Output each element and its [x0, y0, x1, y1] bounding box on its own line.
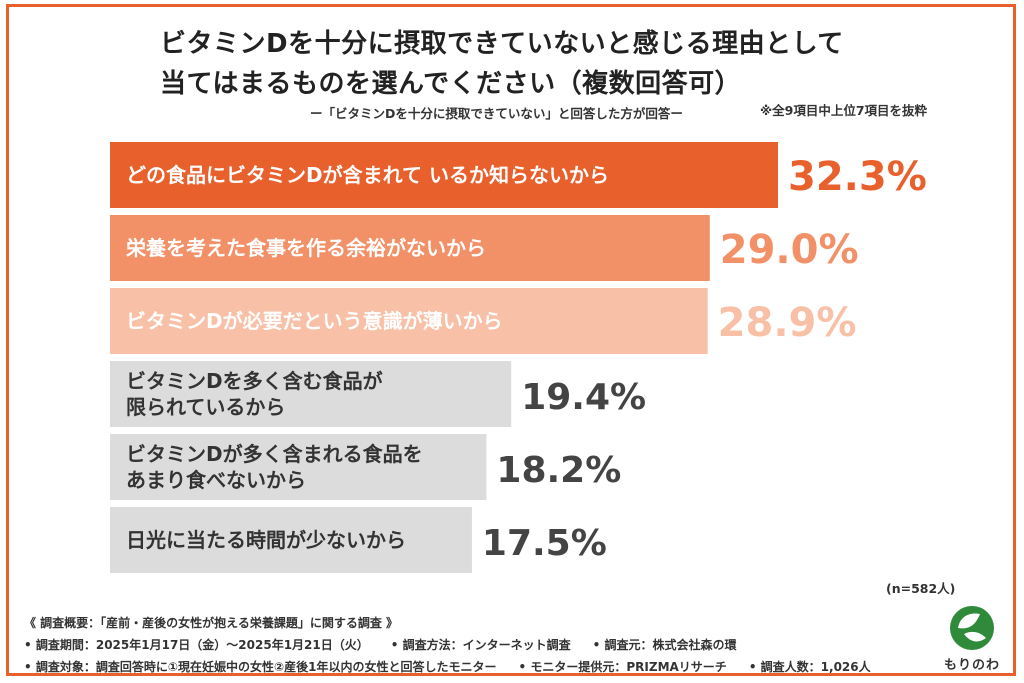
sample-size-label: (n=582人): [886, 581, 956, 596]
chart-title: ビタミンDを十分に摂取できていないと感じる理由として 当てはまるものを選んでくだ…: [160, 24, 880, 104]
footer-row-target: • 調査対象：調査回答時に①現在妊娠中の女性②産後1年以内の女性と回答したモニタ…: [24, 656, 924, 678]
bar-label-5: ビタミンDが多く含まれる食品をあまり食べないから: [126, 442, 423, 492]
leaf-circle-icon: [950, 606, 994, 650]
survey-footer: 《 調査概要：「産前・産後の女性が抱える栄養課題」に関する調査 》 • 調査期間…: [24, 612, 924, 678]
bar-6: [110, 507, 472, 573]
bar-label-6: 日光に当たる時間が少ないから: [126, 528, 406, 552]
brand-logo: もりのわ: [940, 604, 1004, 676]
value-label-2: 29.0%: [720, 227, 859, 273]
value-label-5: 18.2%: [496, 450, 621, 491]
survey-target: • 調査対象：調査回答時に①現在妊娠中の女性②産後1年以内の女性と回答したモニタ…: [24, 660, 497, 674]
footer-row-period: • 調査期間：2025年1月17日（金）〜2025年1月21日（火） • 調査方法…: [24, 634, 924, 656]
bar-1: [110, 142, 778, 208]
bar-5: [110, 434, 487, 500]
survey-period: • 調査期間：2025年1月17日（金）〜2025年1月21日（火）: [24, 638, 369, 652]
brand-name: もりのわ: [943, 658, 1000, 673]
chart-subtitle: ー「ビタミンDを十分に摂取できていない」と回答した方が回答ー: [310, 106, 683, 121]
survey-method: • 調査方法：インターネット調査: [390, 638, 571, 652]
bar-4: [110, 361, 512, 427]
value-label-1: 32.3%: [788, 154, 927, 200]
value-label-6: 17.5%: [482, 523, 607, 564]
bar-label-4: ビタミンDを多く含む食品が限られているから: [126, 369, 383, 419]
title-line-1: ビタミンDを十分に摂取できていないと感じる理由として: [160, 29, 844, 59]
bar-label-1: どの食品にビタミンDが含まれて いるか知らないから: [126, 163, 609, 187]
monitor-provider: • モニター提供元：PRIZMAリサーチ: [518, 660, 727, 674]
value-label-3: 28.9%: [718, 300, 857, 346]
survey-count: • 調査人数：1,026人: [748, 660, 871, 674]
bar-label-2: 栄養を考えた食事を作る余裕がないから: [125, 236, 486, 260]
title-line-2: 当てはまるものを選んでください（複数回答可）: [160, 69, 742, 99]
bar-label-3: ビタミンDが必要だという意識が薄いから: [126, 309, 503, 333]
selection-note: ※全9項目中上位7項目を抜粋: [760, 103, 928, 118]
survey-source: • 調査元：株式会社森の環: [592, 638, 737, 652]
bar-2: [110, 215, 710, 281]
footer-title: 《 調査概要：「産前・産後の女性が抱える栄養課題」に関する調査 》: [24, 616, 398, 630]
value-label-4: 19.4%: [521, 377, 646, 418]
bar-3: [110, 288, 708, 354]
